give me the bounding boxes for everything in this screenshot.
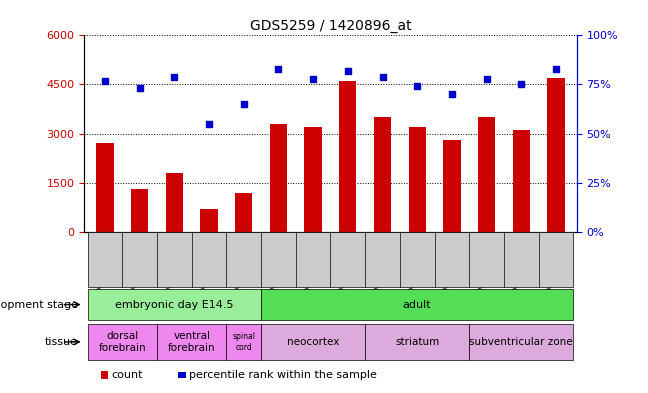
Bar (478, 117, 495, 232)
Text: subventricular zone: subventricular zone (469, 337, 573, 347)
Bar (270, 124, 287, 232)
FancyBboxPatch shape (226, 324, 261, 360)
FancyBboxPatch shape (157, 324, 226, 360)
Point (516, 81, 526, 88)
Bar (100, 371, 108, 379)
FancyBboxPatch shape (87, 232, 573, 287)
Point (169, 73, 179, 80)
Point (100, 77, 110, 84)
Text: striatum: striatum (395, 337, 439, 347)
Bar (513, 130, 530, 232)
Bar (305, 127, 322, 232)
Text: tissue: tissue (45, 337, 78, 347)
Point (481, 75, 492, 82)
Bar (408, 127, 426, 232)
FancyBboxPatch shape (87, 289, 261, 320)
Bar (339, 81, 356, 232)
Text: count: count (111, 370, 143, 380)
Text: percentile rank within the sample: percentile rank within the sample (189, 370, 376, 380)
Bar (235, 193, 253, 232)
Text: dorsal
forebrain: dorsal forebrain (98, 331, 146, 353)
Title: GDS5259 / 1420896_at: GDS5259 / 1420896_at (249, 19, 411, 33)
FancyBboxPatch shape (469, 324, 573, 360)
Text: ventral
forebrain: ventral forebrain (168, 331, 216, 353)
Bar (374, 117, 391, 232)
FancyBboxPatch shape (87, 324, 157, 360)
FancyBboxPatch shape (261, 289, 573, 320)
Bar (131, 189, 148, 232)
Point (135, 85, 145, 92)
Point (273, 66, 284, 72)
Text: spinal
cord: spinal cord (232, 332, 255, 352)
Point (343, 68, 353, 74)
Text: neocortex: neocortex (287, 337, 340, 347)
Text: adult: adult (403, 299, 432, 310)
Bar (548, 78, 564, 232)
Bar (443, 140, 461, 232)
Bar (166, 173, 183, 232)
Bar (97, 143, 113, 232)
Bar (178, 372, 186, 378)
Point (238, 101, 249, 107)
Bar (200, 209, 218, 232)
Point (308, 75, 318, 82)
Text: development stage: development stage (0, 299, 78, 310)
FancyBboxPatch shape (365, 324, 469, 360)
Text: embryonic day E14.5: embryonic day E14.5 (115, 299, 234, 310)
Point (551, 66, 561, 72)
Point (377, 73, 388, 80)
FancyBboxPatch shape (261, 324, 365, 360)
Point (204, 121, 214, 127)
Point (412, 83, 422, 90)
Point (446, 91, 457, 97)
